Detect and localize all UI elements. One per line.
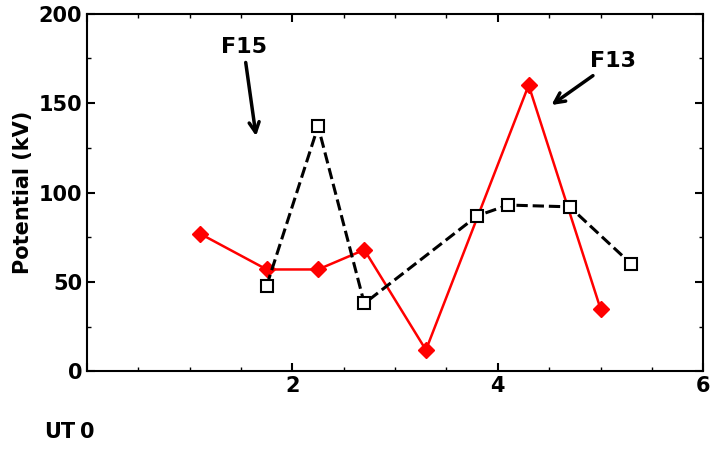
Text: UT: UT bbox=[44, 422, 75, 442]
Text: F15: F15 bbox=[220, 37, 267, 132]
Text: 0: 0 bbox=[80, 422, 94, 442]
Y-axis label: Potential (kV): Potential (kV) bbox=[13, 111, 33, 274]
Text: F13: F13 bbox=[555, 51, 637, 103]
